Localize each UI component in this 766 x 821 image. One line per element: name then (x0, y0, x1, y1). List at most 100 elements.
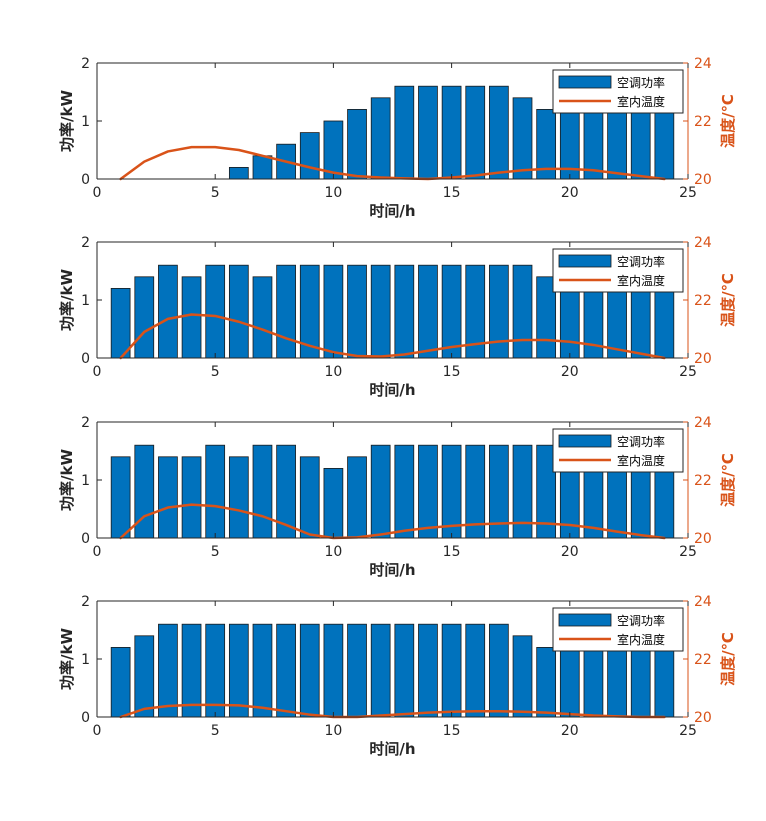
x-tick-label: 20 (561, 185, 579, 201)
bar-series (110, 623, 675, 718)
bar (228, 166, 249, 180)
y2-tick-label: 20 (694, 710, 712, 726)
bar (370, 444, 391, 539)
bar (441, 623, 462, 718)
x-tick-label: 10 (324, 723, 342, 739)
y2-axis-title: 温度/℃ (719, 94, 737, 148)
x-tick-label: 0 (93, 364, 102, 380)
bar (654, 647, 675, 718)
x-tick-label: 0 (93, 185, 102, 201)
x-tick-label: 15 (443, 723, 461, 739)
y-tick-label: 1 (81, 114, 90, 130)
bar (181, 276, 202, 359)
bar (536, 647, 557, 718)
bar (654, 109, 675, 180)
x-tick-label: 0 (93, 544, 102, 560)
bar (134, 276, 155, 359)
temperature-line (119, 313, 666, 360)
x-tick-label: 5 (211, 544, 220, 560)
bar (394, 623, 415, 718)
bar (158, 456, 178, 539)
y-tick-label: 2 (81, 415, 90, 431)
bar (323, 264, 344, 359)
legend-label-temperature: 室内温度 (617, 273, 665, 288)
bar (276, 623, 296, 718)
y2-tick-label: 22 (694, 114, 712, 130)
bar (347, 623, 367, 718)
bar (323, 623, 344, 718)
y-tick-label: 1 (81, 293, 90, 309)
y-axis-title: 功率/kW (58, 449, 76, 511)
bar (441, 264, 462, 359)
y2-axis-title: 温度/℃ (719, 453, 737, 507)
bar (418, 444, 438, 539)
legend-label-power: 空调功率 (617, 613, 665, 628)
y2-tick-label: 20 (694, 172, 712, 188)
legend-label-temperature: 室内温度 (617, 632, 665, 647)
bar (512, 97, 533, 180)
x-tick-label: 0 (93, 723, 102, 739)
x-tick-label: 25 (679, 364, 697, 380)
bar (489, 264, 509, 359)
y2-tick-label: 24 (694, 415, 712, 431)
bar (441, 444, 462, 539)
bar (228, 264, 249, 359)
y2-axis-title: 温度/℃ (719, 273, 737, 327)
legend-label-power: 空调功率 (617, 254, 665, 269)
bar (276, 264, 296, 359)
bar (181, 456, 202, 539)
bar (134, 635, 155, 718)
y2-tick-label: 22 (694, 652, 712, 668)
y2-tick-label: 22 (694, 473, 712, 489)
y2-axis-title: 温度/℃ (719, 632, 737, 686)
bar (158, 623, 178, 718)
x-tick-label: 10 (324, 185, 342, 201)
y2-tick-label: 24 (694, 235, 712, 251)
bar (205, 264, 226, 359)
x-tick-label: 10 (324, 544, 342, 560)
bar (252, 623, 273, 718)
legend-bar-swatch (558, 613, 612, 627)
y-axis-title: 功率/kW (58, 90, 76, 152)
bar (465, 85, 486, 180)
x-tick-label: 15 (443, 364, 461, 380)
bar (394, 264, 415, 359)
bar (181, 623, 202, 718)
y-tick-label: 2 (81, 56, 90, 72)
temperature-line (119, 503, 666, 540)
bar (394, 444, 415, 539)
x-tick-label: 5 (211, 723, 220, 739)
bar (347, 109, 367, 180)
temperature-line (119, 145, 666, 181)
x-tick-label: 20 (561, 364, 579, 380)
y-tick-label: 1 (81, 652, 90, 668)
y-tick-label: 2 (81, 235, 90, 251)
legend-label-power: 空调功率 (617, 75, 665, 90)
bar (205, 444, 226, 539)
bar (158, 264, 178, 359)
bar (110, 456, 131, 539)
y2-tick-label: 24 (694, 594, 712, 610)
bar (512, 264, 533, 359)
x-axis-title: 时间/h (369, 740, 415, 758)
bar (370, 264, 391, 359)
bar (441, 85, 462, 180)
x-tick-label: 15 (443, 544, 461, 560)
x-tick-label: 5 (211, 364, 220, 380)
y-tick-label: 2 (81, 594, 90, 610)
legend-bar-swatch (558, 254, 612, 268)
bar (347, 264, 367, 359)
bar (370, 97, 391, 180)
bar (465, 623, 486, 718)
y-tick-label: 0 (81, 531, 90, 547)
bar (512, 635, 533, 718)
x-tick-label: 25 (679, 723, 697, 739)
x-tick-label: 25 (679, 544, 697, 560)
